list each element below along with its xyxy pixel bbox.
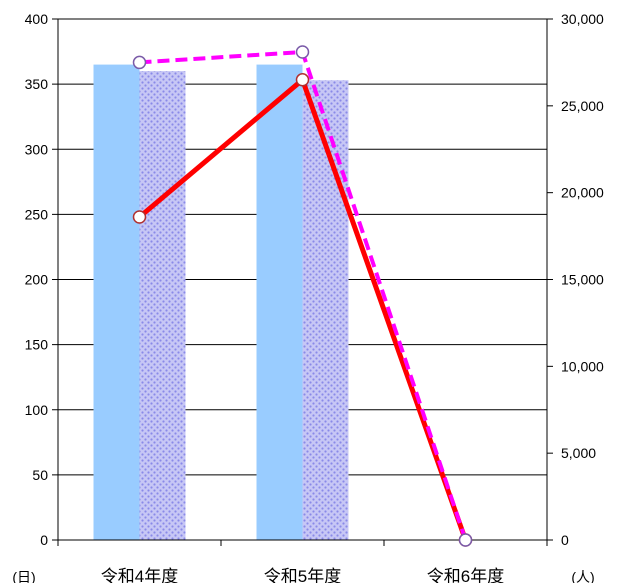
right-tick-label: 0 (561, 532, 569, 548)
right-tick-label: 25,000 (561, 98, 604, 114)
right-tick-label: 15,000 (561, 272, 604, 288)
data-point-marker (295, 73, 310, 87)
left-tick-label: 400 (25, 11, 49, 27)
data-point-marker (132, 210, 147, 224)
bar (139, 71, 186, 540)
left-tick-label: 350 (25, 76, 49, 92)
bar (302, 80, 349, 540)
data-point-marker (295, 45, 310, 59)
right-tick-label: 30,000 (561, 11, 604, 27)
bar (93, 64, 140, 541)
right-tick-label: 10,000 (561, 358, 604, 374)
left-tick-label: 150 (25, 337, 49, 353)
right-tick-label: 20,000 (561, 185, 604, 201)
category-label: 令和4年度 (101, 567, 178, 583)
category-label: 令和6年度 (427, 567, 504, 583)
left-tick-label: 200 (25, 272, 49, 288)
data-point-marker (132, 55, 147, 70)
data-point-marker (458, 533, 473, 547)
left-tick-label: 50 (32, 467, 48, 483)
category-label: 令和5年度 (264, 567, 341, 583)
left-tick-label: 250 (25, 206, 49, 222)
left-tick-label: 100 (25, 402, 49, 418)
left-axis-unit-label: (日) (12, 569, 35, 583)
right-tick-label: 5,000 (561, 445, 596, 461)
left-tick-label: 0 (40, 532, 48, 548)
bar (256, 64, 303, 541)
right-axis-unit-label: (人) (571, 569, 594, 583)
left-tick-label: 300 (25, 141, 49, 157)
